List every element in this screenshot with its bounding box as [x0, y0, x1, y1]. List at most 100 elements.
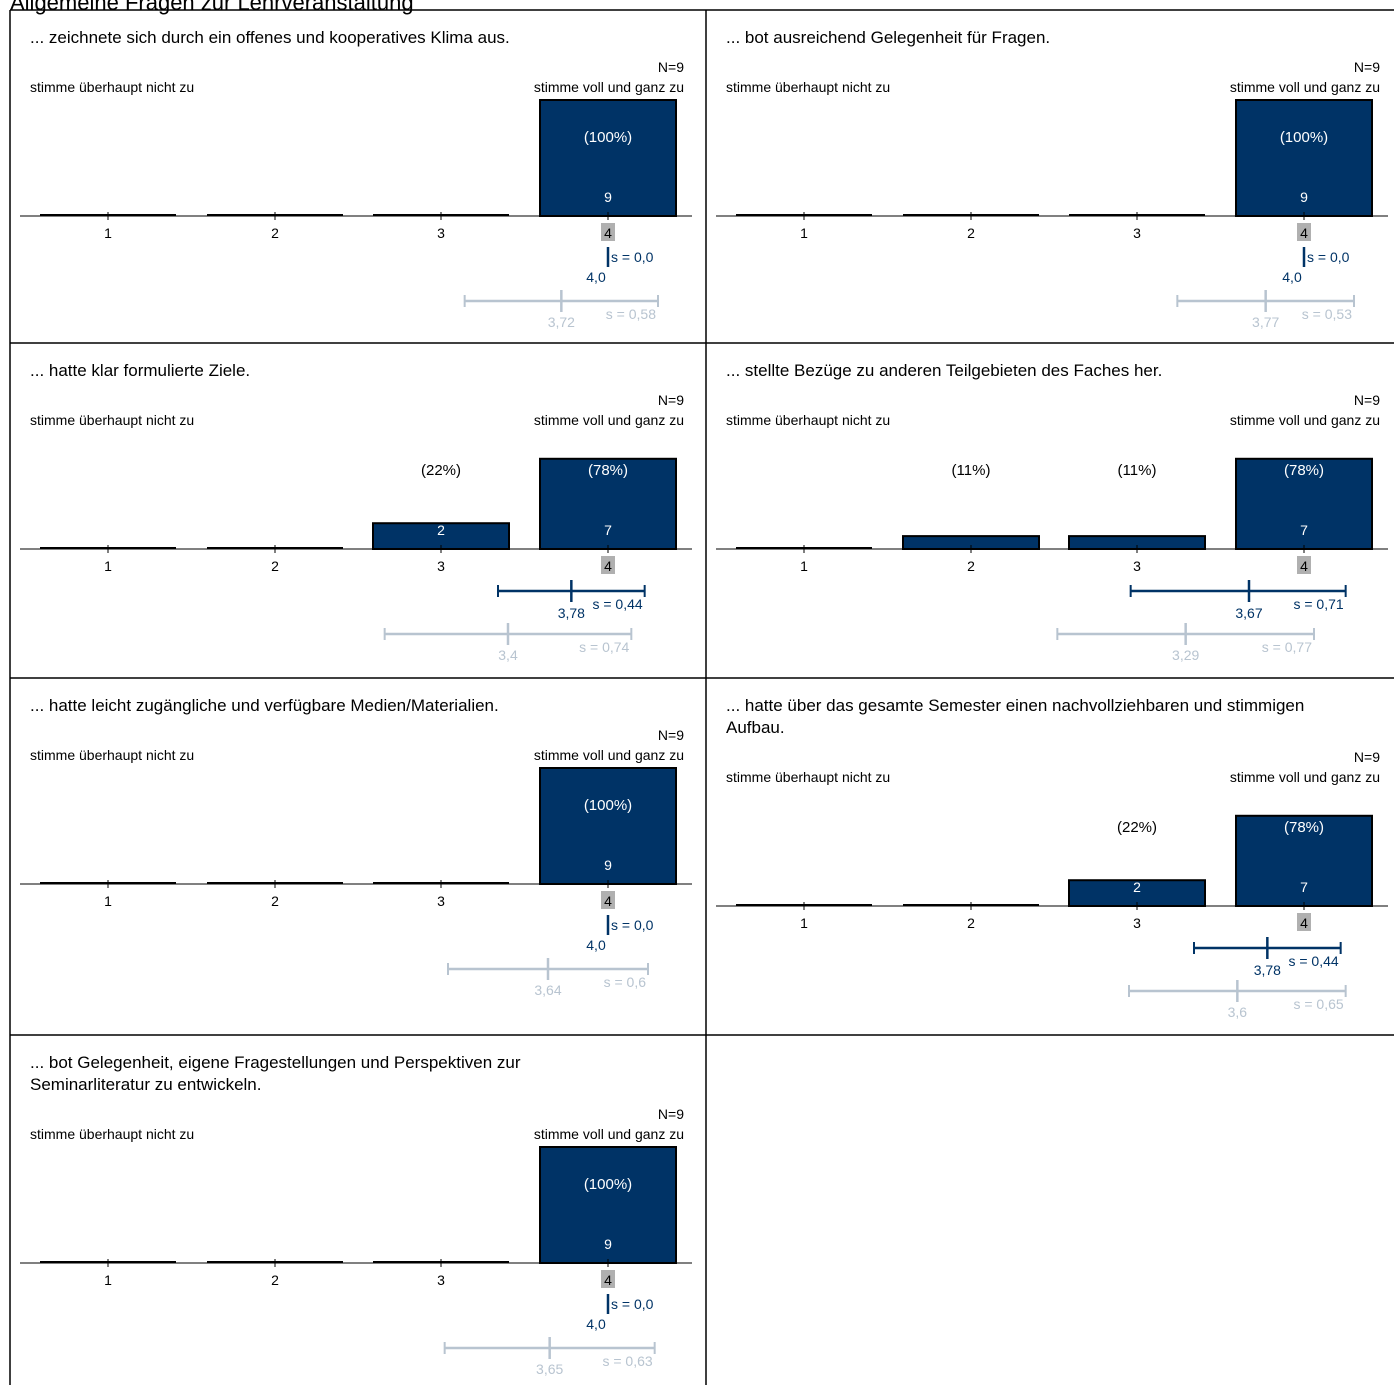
- reference-label: 3,77: [1252, 314, 1279, 330]
- x-tick-label: 3: [437, 558, 445, 574]
- panel-title: ... zeichnete sich durch ein offenes und…: [30, 28, 510, 47]
- mean-label: 4,0: [586, 937, 606, 953]
- x-tick-label: 1: [104, 225, 112, 241]
- x-tick-label: 2: [967, 915, 975, 931]
- x-tick-label: 2: [271, 558, 279, 574]
- n-label: N=9: [1354, 59, 1380, 75]
- count-label: 2: [437, 522, 445, 538]
- right-scale-label: stimme voll und ganz zu: [534, 79, 684, 95]
- reference-sd-label: s = 0,63: [602, 1353, 652, 1369]
- left-scale-label: stimme überhaupt nicht zu: [726, 412, 890, 428]
- panel-title: ... bot Gelegenheit, eigene Fragestellun…: [30, 1053, 521, 1072]
- x-tick-label: 3: [437, 225, 445, 241]
- panel-title: ... hatte über das gesamte Semester eine…: [726, 696, 1304, 715]
- n-label: N=9: [658, 392, 684, 408]
- median-marker: [1297, 913, 1311, 931]
- bar: [539, 1146, 677, 1264]
- x-tick-label: 4: [1300, 915, 1308, 931]
- mean-sd-label: s = 0,0: [611, 1296, 654, 1312]
- x-tick-label: 3: [1133, 915, 1141, 931]
- x-tick-label: 4: [604, 225, 612, 241]
- left-scale-label: stimme überhaupt nicht zu: [30, 747, 194, 763]
- bar: [1235, 814, 1373, 907]
- reference-sd-label: s = 0,53: [1302, 306, 1352, 322]
- mean-label: 4,0: [586, 269, 606, 285]
- mean-label: 4,0: [586, 1316, 606, 1332]
- x-tick-label: 2: [967, 225, 975, 241]
- right-scale-label: stimme voll und ganz zu: [1230, 769, 1380, 785]
- x-tick-label: 1: [800, 225, 808, 241]
- x-tick-label: 4: [604, 1272, 612, 1288]
- right-scale-label: stimme voll und ganz zu: [534, 747, 684, 763]
- x-tick-label: 4: [604, 893, 612, 909]
- median-marker: [1297, 556, 1311, 574]
- mean-sd-label: s = 0,0: [611, 917, 654, 933]
- median-marker: [601, 1270, 615, 1288]
- reference-label: 3,64: [534, 982, 561, 998]
- median-marker: [601, 223, 615, 241]
- median-marker: [601, 556, 615, 574]
- right-scale-label: stimme voll und ganz zu: [1230, 79, 1380, 95]
- count-label: 7: [604, 522, 612, 538]
- mean-label: 3,67: [1235, 605, 1262, 621]
- count-label: 7: [1300, 879, 1308, 895]
- count-label: 9: [604, 189, 612, 205]
- right-scale-label: stimme voll und ganz zu: [534, 412, 684, 428]
- n-label: N=9: [1354, 392, 1380, 408]
- percent-label: (100%): [584, 129, 632, 146]
- reference-sd-label: s = 0,74: [579, 639, 629, 655]
- bar: [539, 457, 677, 550]
- panel-title: ... hatte klar formulierte Ziele.: [30, 361, 250, 380]
- mean-label: 3,78: [558, 605, 585, 621]
- percent-label: (100%): [1280, 129, 1328, 146]
- panel-title: Aufbau.: [726, 718, 785, 737]
- panel-title: ... hatte leicht zugängliche und verfügb…: [30, 696, 499, 715]
- panel-title: Seminarliteratur zu entwickeln.: [30, 1075, 261, 1094]
- reference-sd-label: s = 0,65: [1293, 996, 1343, 1012]
- percent-label: (78%): [1284, 819, 1324, 836]
- reference-label: 3,65: [536, 1361, 563, 1377]
- count-label: 7: [1300, 522, 1308, 538]
- bar: [539, 767, 677, 885]
- percent-label: (100%): [584, 1176, 632, 1193]
- left-scale-label: stimme überhaupt nicht zu: [30, 1126, 194, 1142]
- mean-sd-label: s = 0,44: [592, 596, 642, 612]
- count-label: 1: [1133, 522, 1141, 538]
- reference-label: 3,6: [1228, 1004, 1248, 1020]
- x-tick-label: 4: [1300, 225, 1308, 241]
- count-label: 9: [604, 857, 612, 873]
- bar: [1235, 99, 1373, 217]
- n-label: N=9: [658, 59, 684, 75]
- panel-title: ... bot ausreichend Gelegenheit für Frag…: [726, 28, 1050, 47]
- x-tick-label: 2: [271, 1272, 279, 1288]
- x-tick-label: 3: [1133, 225, 1141, 241]
- mean-sd-label: s = 0,0: [611, 249, 654, 265]
- count-label: 9: [604, 1236, 612, 1252]
- percent-label: (78%): [588, 462, 628, 479]
- median-marker: [1297, 223, 1311, 241]
- reference-sd-label: s = 0,77: [1262, 639, 1312, 655]
- percent-label: (11%): [1118, 462, 1157, 479]
- bar: [1235, 457, 1373, 550]
- count-label: 9: [1300, 189, 1308, 205]
- percent-label: (78%): [1284, 462, 1324, 479]
- mean-label: 4,0: [1282, 269, 1302, 285]
- median-marker: [601, 891, 615, 909]
- x-tick-label: 2: [271, 893, 279, 909]
- percent-label: (11%): [952, 462, 991, 479]
- x-tick-label: 3: [1133, 558, 1141, 574]
- percent-label: (22%): [1117, 819, 1157, 836]
- bar: [539, 99, 677, 217]
- x-tick-label: 1: [104, 1272, 112, 1288]
- left-scale-label: stimme überhaupt nicht zu: [726, 79, 890, 95]
- x-tick-label: 4: [1300, 558, 1308, 574]
- percent-label: (100%): [584, 797, 632, 814]
- left-scale-label: stimme überhaupt nicht zu: [30, 79, 194, 95]
- left-scale-label: stimme überhaupt nicht zu: [726, 769, 890, 785]
- x-tick-label: 2: [271, 225, 279, 241]
- x-tick-label: 3: [437, 1272, 445, 1288]
- x-tick-label: 1: [800, 915, 808, 931]
- reference-label: 3,29: [1172, 647, 1199, 663]
- n-label: N=9: [658, 1106, 684, 1122]
